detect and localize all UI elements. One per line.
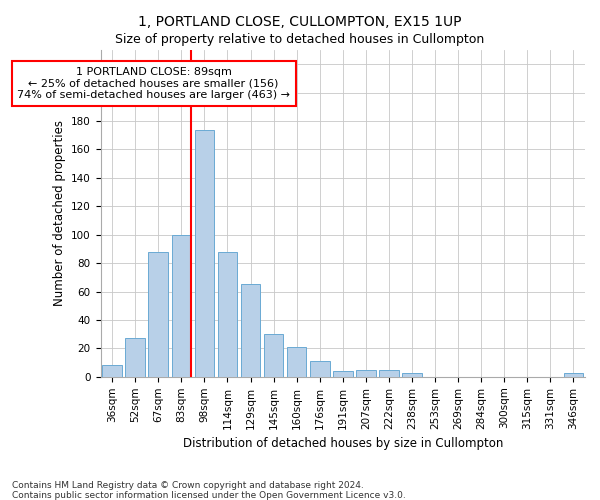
Text: 1, PORTLAND CLOSE, CULLOMPTON, EX15 1UP: 1, PORTLAND CLOSE, CULLOMPTON, EX15 1UP bbox=[138, 15, 462, 29]
Bar bbox=[148, 252, 168, 377]
Text: 1 PORTLAND CLOSE: 89sqm
← 25% of detached houses are smaller (156)
74% of semi-d: 1 PORTLAND CLOSE: 89sqm ← 25% of detache… bbox=[17, 67, 290, 100]
Bar bbox=[103, 366, 122, 377]
Bar bbox=[218, 252, 237, 377]
Bar bbox=[310, 361, 329, 377]
Bar bbox=[172, 234, 191, 377]
Bar bbox=[125, 338, 145, 377]
Bar bbox=[379, 370, 399, 377]
Bar bbox=[563, 372, 583, 377]
Text: Contains HM Land Registry data © Crown copyright and database right 2024.: Contains HM Land Registry data © Crown c… bbox=[12, 480, 364, 490]
Bar bbox=[241, 284, 260, 377]
Bar bbox=[264, 334, 283, 377]
Text: Size of property relative to detached houses in Cullompton: Size of property relative to detached ho… bbox=[115, 32, 485, 46]
Bar bbox=[356, 370, 376, 377]
Bar bbox=[333, 371, 353, 377]
Bar bbox=[287, 347, 307, 377]
Bar bbox=[402, 372, 422, 377]
Text: Contains public sector information licensed under the Open Government Licence v3: Contains public sector information licen… bbox=[12, 490, 406, 500]
X-axis label: Distribution of detached houses by size in Cullompton: Distribution of detached houses by size … bbox=[182, 437, 503, 450]
Bar bbox=[194, 130, 214, 377]
Y-axis label: Number of detached properties: Number of detached properties bbox=[53, 120, 65, 306]
